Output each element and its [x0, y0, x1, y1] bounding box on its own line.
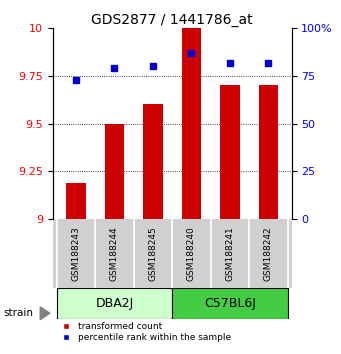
Text: strain: strain — [3, 308, 33, 318]
Text: GSM188241: GSM188241 — [225, 226, 235, 281]
Text: GSM188244: GSM188244 — [110, 226, 119, 281]
Bar — [143, 104, 163, 219]
Bar — [105, 124, 124, 219]
Text: DBA2J: DBA2J — [95, 297, 134, 310]
Legend: transformed count, percentile rank within the sample: transformed count, percentile rank withi… — [57, 322, 231, 342]
Bar — [182, 28, 201, 219]
Title: GDS2877 / 1441786_at: GDS2877 / 1441786_at — [91, 13, 253, 27]
Bar — [172, 288, 288, 319]
Bar — [259, 85, 278, 219]
Polygon shape — [40, 307, 50, 320]
Text: GSM188243: GSM188243 — [72, 226, 80, 281]
Text: GSM188242: GSM188242 — [264, 226, 273, 281]
Text: C57BL6J: C57BL6J — [204, 297, 256, 310]
Text: GSM188245: GSM188245 — [148, 226, 158, 281]
Bar — [66, 183, 86, 219]
Bar — [57, 288, 172, 319]
Bar — [220, 85, 240, 219]
Text: GSM188240: GSM188240 — [187, 226, 196, 281]
